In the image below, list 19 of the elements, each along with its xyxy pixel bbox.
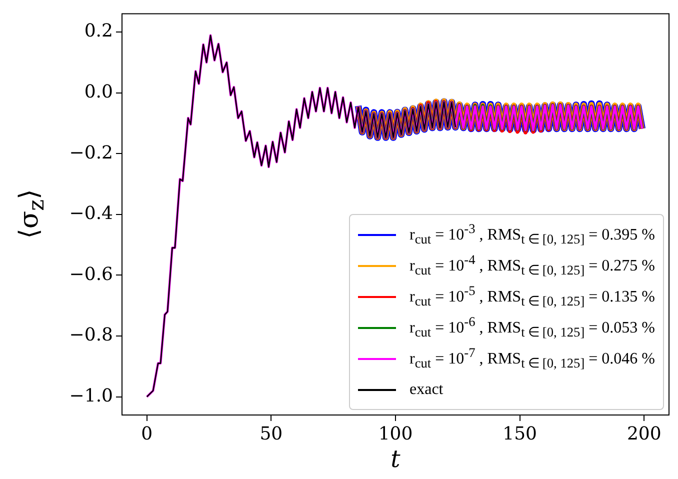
y-tick-label: 0.0 <box>84 81 113 102</box>
legend-label: r$_{cut}$ = 10$^{-7}$ , RMS$_{t ∈ [0, 125]}$ = 0.046 % <box>410 345 655 372</box>
x-tick-label: 150 <box>502 423 537 444</box>
y-tick-label: 0.2 <box>84 20 113 42</box>
legend-label: r$_{cut}$ = 10$^{-3}$ , RMS$_{t ∈ [0, 125]}$ = 0.395 % <box>410 221 655 248</box>
y-tick-label: −1.0 <box>69 385 113 406</box>
y-tick-label: −0.4 <box>69 203 113 224</box>
x-tick-label: 100 <box>378 423 413 444</box>
y-tick-label: −0.6 <box>69 264 113 285</box>
legend-label: exact <box>410 380 444 398</box>
legend-label: r$_{cut}$ = 10$^{-5}$ , RMS$_{t ∈ [0, 125]}$ = 0.135 % <box>410 283 655 310</box>
x-tick-label: 0 <box>141 423 153 444</box>
x-tick-label: 50 <box>260 423 283 444</box>
y-tick-label: −0.2 <box>69 142 113 164</box>
x-tick-label: 200 <box>626 423 662 444</box>
x-axis-title: t <box>390 444 401 473</box>
legend-label: r$_{cut}$ = 10$^{-6}$ , RMS$_{t ∈ [0, 125]}$ = 0.053 % <box>410 314 655 341</box>
legend-label: r$_{cut}$ = 10$^{-4}$ , RMS$_{t ∈ [0, 125]}$ = 0.275 % <box>410 252 655 279</box>
y-tick-label: −0.8 <box>69 324 113 346</box>
